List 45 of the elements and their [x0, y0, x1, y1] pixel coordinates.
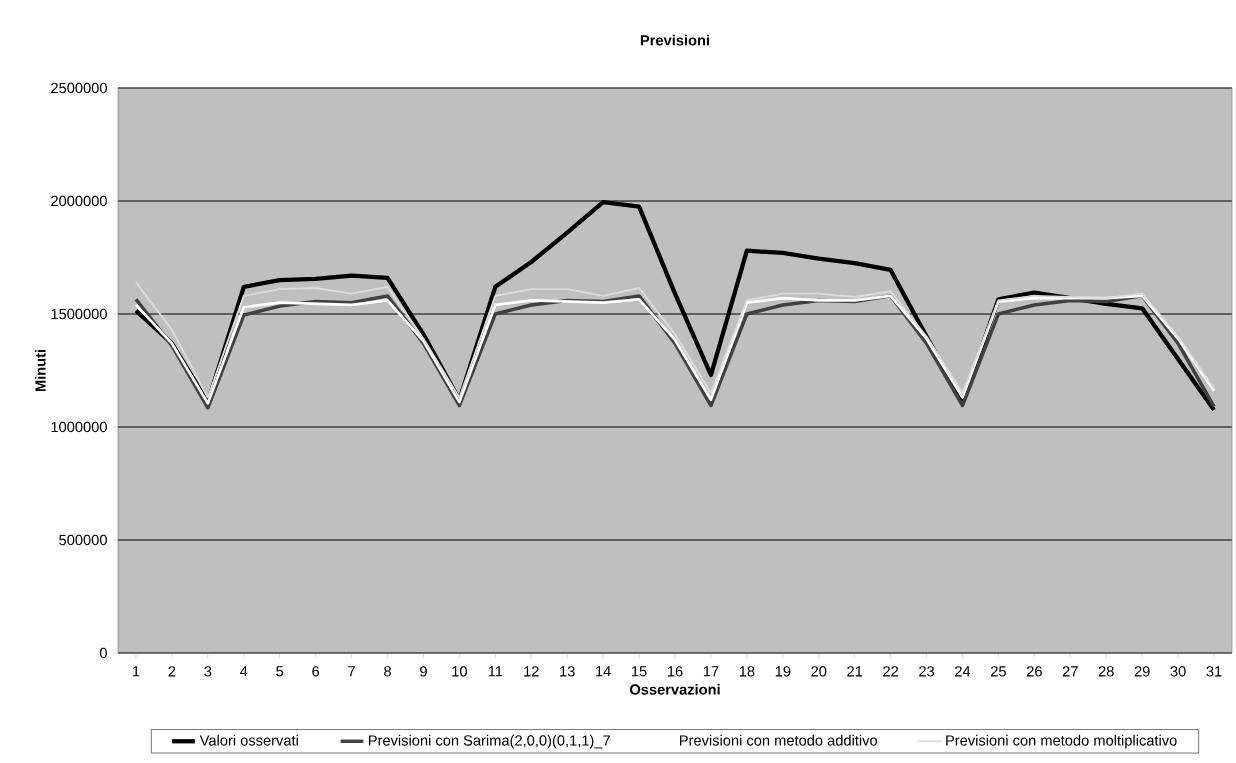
legend-label: Previsioni con Sarima(2,0,0)(0,1,1)_7: [368, 734, 610, 749]
x-tick-label: 1: [133, 666, 140, 677]
y-tick-label: 2000000: [51, 195, 107, 207]
x-tick-label: 6: [312, 666, 320, 677]
x-tick-label: 18: [739, 666, 755, 677]
x-tick-label: 20: [811, 666, 827, 677]
text: Previsioni con metodo additivo: [680, 734, 878, 746]
x-tick-label: 12: [524, 666, 539, 677]
line-series: [135, 281, 1215, 399]
x-tick-label: 26: [1026, 666, 1042, 677]
x-tick-label: 30: [1170, 666, 1186, 677]
x-tick-label: 4: [240, 666, 248, 677]
y-tick-label: 1000000: [51, 421, 107, 433]
x-tick-label: 24: [955, 666, 971, 677]
x-tick-label: 3: [204, 666, 212, 677]
x-tick-label: 31: [1206, 666, 1222, 677]
x-tick-label: 16: [667, 666, 683, 677]
x-tick-label: 23: [919, 666, 935, 677]
y-tick-label: 0: [99, 647, 107, 659]
x-tick-label: 8: [384, 666, 391, 677]
x-tick-label: 11: [488, 666, 503, 677]
x-tick-label: 29: [1134, 666, 1150, 677]
x-tick-label: 27: [1062, 666, 1078, 677]
chart-title: Previsioni: [640, 34, 710, 46]
x-tick-label: 7: [348, 666, 355, 677]
x-tick-label: 13: [560, 666, 575, 677]
legend-label: Valori osservati: [199, 734, 298, 746]
y-tick-label: 2500000: [51, 82, 107, 94]
x-tick-label: 22: [883, 666, 899, 677]
x-tick-label: 17: [703, 666, 719, 677]
legend-label: Previsioni con metodo moltiplicativo: [946, 734, 1177, 749]
x-tick-label: 14: [596, 666, 611, 677]
x-tick-label: 10: [452, 666, 467, 677]
x-tick-label: 25: [991, 666, 1006, 677]
y-tick-label: 500000: [59, 534, 107, 546]
x-tick-label: 2: [168, 666, 176, 677]
x-tick-label: 28: [1098, 666, 1114, 677]
x-tick-label: 5: [276, 666, 284, 677]
x-tick-label: 21: [847, 666, 863, 677]
x-tick-label: 19: [775, 666, 791, 677]
x-tick-label: 15: [632, 666, 647, 677]
y-axis-title: Minuti: [34, 349, 46, 392]
x-axis-title: Osservazioni: [629, 683, 720, 695]
x-tick-label: 9: [420, 666, 427, 677]
y-tick-label: 1500000: [51, 308, 107, 320]
